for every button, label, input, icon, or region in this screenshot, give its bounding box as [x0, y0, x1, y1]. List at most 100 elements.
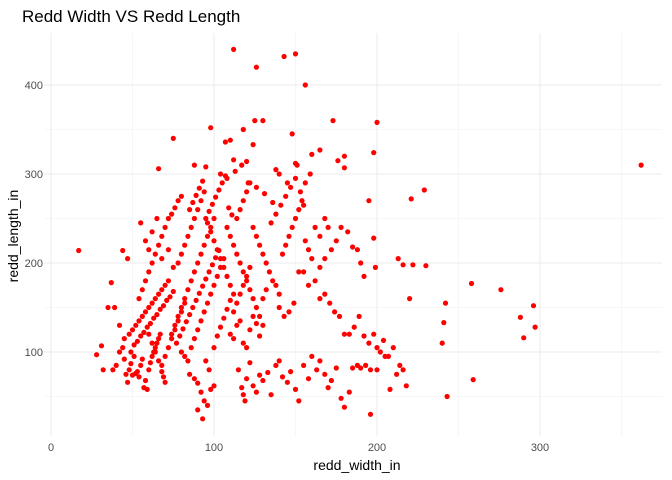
data-point	[159, 287, 165, 293]
data-point	[325, 385, 331, 391]
data-point	[203, 276, 209, 282]
data-point	[371, 235, 377, 241]
data-point	[142, 309, 149, 315]
data-point	[142, 377, 149, 384]
data-point	[144, 386, 150, 392]
data-point	[231, 291, 237, 297]
data-point	[201, 189, 207, 195]
data-point	[231, 336, 237, 342]
data-point	[191, 162, 197, 168]
data-point	[253, 184, 259, 190]
data-point	[366, 198, 372, 204]
data-point	[152, 349, 158, 355]
data-point	[253, 320, 259, 327]
data-point	[470, 377, 476, 383]
data-point	[159, 362, 165, 368]
data-point	[209, 201, 215, 207]
data-point	[521, 335, 527, 341]
data-point	[260, 296, 266, 302]
data-point	[276, 304, 282, 311]
data-point	[131, 342, 137, 348]
data-point	[276, 291, 282, 297]
data-point	[244, 345, 250, 351]
data-point	[224, 306, 230, 312]
data-point	[208, 224, 214, 230]
data-point	[260, 118, 266, 124]
data-point	[346, 331, 352, 337]
data-point	[170, 264, 176, 270]
data-point	[235, 367, 241, 373]
data-point	[387, 386, 393, 392]
data-point	[170, 135, 176, 141]
data-point	[361, 273, 367, 279]
data-point	[322, 291, 328, 297]
data-point	[136, 296, 142, 302]
data-point	[231, 309, 237, 315]
data-point	[253, 233, 259, 239]
data-point	[208, 125, 214, 131]
data-point	[292, 51, 299, 57]
data-point	[162, 224, 168, 230]
data-point	[341, 153, 347, 159]
data-point	[227, 282, 233, 288]
data-point	[126, 367, 132, 373]
data-point	[200, 178, 206, 184]
data-point	[227, 233, 233, 239]
data-point	[245, 180, 251, 186]
data-point	[301, 202, 307, 208]
data-point	[232, 168, 238, 174]
data-point	[296, 398, 302, 404]
y-tick-label: 300	[25, 169, 43, 181]
data-point	[439, 340, 445, 346]
data-point	[141, 329, 147, 335]
data-point	[250, 142, 256, 148]
data-point	[211, 345, 217, 351]
data-point	[286, 309, 292, 315]
data-point	[291, 300, 297, 306]
data-point	[208, 291, 214, 297]
data-point	[214, 333, 220, 339]
data-point	[273, 282, 279, 288]
data-point	[332, 309, 338, 315]
data-point	[217, 171, 224, 177]
data-point	[530, 303, 537, 309]
data-point	[237, 291, 243, 297]
data-point	[231, 46, 237, 53]
data-point	[244, 189, 250, 195]
data-point	[374, 367, 380, 373]
data-point	[400, 367, 406, 373]
data-point	[283, 242, 289, 248]
data-point	[361, 333, 367, 339]
data-point	[221, 256, 227, 262]
data-point	[444, 393, 450, 400]
data-point	[131, 353, 137, 359]
data-point	[169, 336, 175, 342]
data-point	[234, 251, 240, 257]
data-point	[371, 150, 377, 156]
data-point	[113, 362, 119, 368]
data-point	[172, 205, 178, 211]
data-point	[309, 151, 315, 157]
data-point	[138, 333, 144, 339]
data-point	[154, 312, 160, 318]
data-point	[234, 215, 240, 222]
data-point	[146, 304, 152, 311]
data-point	[219, 180, 225, 186]
data-point	[363, 362, 369, 368]
data-point	[146, 247, 152, 253]
data-point	[278, 202, 284, 208]
y-axis-title: redd_length_in	[5, 190, 21, 283]
data-point	[302, 238, 308, 244]
data-point	[242, 398, 248, 404]
data-point	[175, 313, 181, 319]
data-point	[322, 256, 328, 262]
data-point	[273, 362, 279, 368]
data-point	[211, 282, 217, 288]
data-point	[532, 324, 538, 330]
data-point	[237, 207, 243, 213]
data-point	[203, 164, 209, 170]
data-point	[281, 53, 287, 60]
data-point	[260, 377, 266, 384]
data-point	[297, 189, 303, 195]
data-point	[250, 224, 256, 230]
